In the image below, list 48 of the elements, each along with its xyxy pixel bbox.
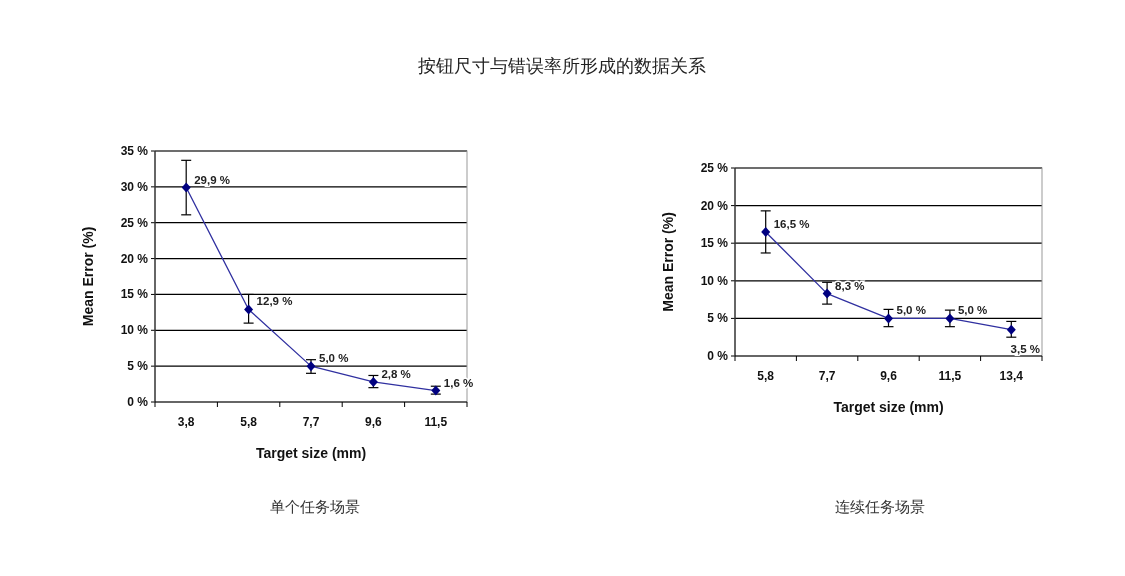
y-tick-label: 5 %	[127, 359, 149, 374]
data-label: 2,8 %	[381, 367, 411, 380]
x-tick-label: 7,7	[818, 369, 836, 383]
y-axis-title: Mean Error (%)	[660, 212, 676, 312]
y-tick-label: 0 %	[707, 349, 729, 363]
y-tick-label: 30 %	[120, 179, 149, 194]
data-label: 29,9 %	[194, 173, 231, 186]
y-tick-label: 20 %	[700, 198, 729, 213]
y-tick-label: 10 %	[700, 273, 729, 288]
x-tick-label: 5,8	[757, 369, 775, 383]
data-label: 1,6 %	[443, 376, 474, 389]
x-axis-title: Target size (mm)	[833, 399, 944, 415]
y-tick-label: 5 %	[707, 311, 729, 326]
point	[1006, 324, 1016, 335]
data-label: 5,0 %	[957, 304, 988, 317]
y-axis-title: Mean Error (%)	[80, 226, 96, 327]
y-tick-label: 0 %	[127, 395, 149, 409]
data-label: 12,9 %	[256, 295, 293, 308]
data-label: 5,0 %	[319, 352, 349, 365]
point	[945, 313, 955, 324]
point	[244, 304, 254, 315]
y-tick-label: 20 %	[120, 251, 149, 266]
y-tick-label: 15 %	[700, 236, 729, 251]
data-label: 16,5 %	[773, 217, 810, 230]
x-tick-label: 3,8	[177, 415, 195, 429]
data-label: 3,5 %	[1010, 342, 1040, 355]
x-tick-label: 11,5	[938, 369, 962, 383]
x-tick-label: 7,7	[302, 415, 320, 429]
y-tick-label: 25 %	[120, 215, 149, 230]
point	[884, 313, 893, 324]
y-tick-label: 35 %	[120, 144, 149, 158]
text: 连续任务场景	[835, 498, 925, 515]
point	[181, 182, 191, 193]
x-tick-label: 5,8	[240, 415, 258, 429]
x-tick-label: 9,6	[365, 415, 383, 429]
x-tick-label: 11,5	[424, 415, 448, 429]
x-tick-label: 13,4	[999, 369, 1024, 383]
text: 按钮尺寸与错误率所形成的数据关系	[418, 56, 706, 76]
point	[822, 288, 832, 299]
text: 单个任务场景	[270, 498, 360, 515]
data-label: 5,0 %	[896, 304, 926, 317]
y-tick-label: 25 %	[700, 161, 729, 175]
point	[761, 226, 771, 237]
x-tick-label: 9,6	[880, 369, 898, 383]
y-tick-label: 15 %	[120, 287, 149, 302]
data-label: 8,3 %	[835, 279, 865, 292]
y-tick-label: 10 %	[120, 323, 149, 338]
x-axis-title: Target size (mm)	[255, 445, 367, 461]
